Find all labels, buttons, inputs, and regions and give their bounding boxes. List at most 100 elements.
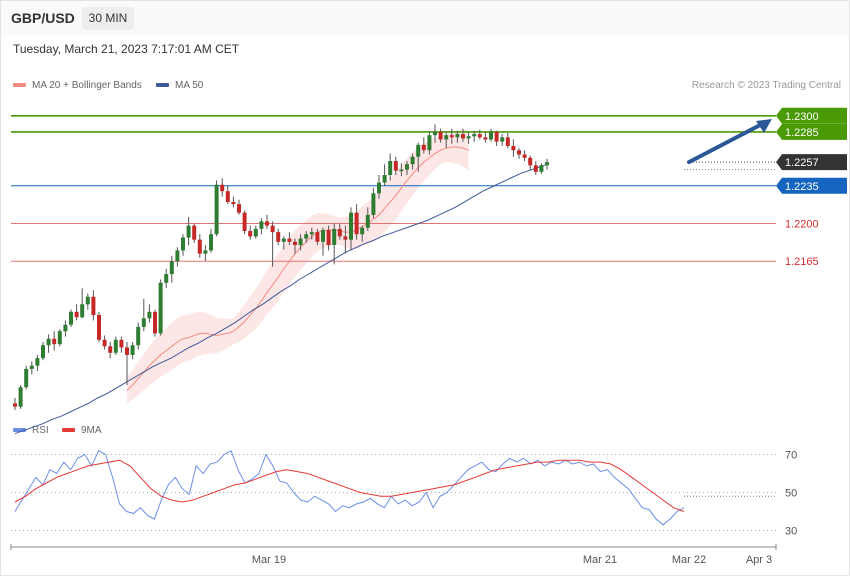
candle-bull xyxy=(141,318,146,327)
candle-bear xyxy=(354,212,359,235)
candle-bear xyxy=(337,228,342,237)
candle-bull xyxy=(29,365,34,369)
candle-bear xyxy=(326,229,331,246)
candle-bear xyxy=(270,225,275,233)
candle-bear xyxy=(315,232,320,242)
candle-bear xyxy=(231,201,236,205)
candle-bear xyxy=(220,184,225,192)
candle-bear xyxy=(533,165,538,172)
candle-bear xyxy=(242,212,247,232)
candle-bear xyxy=(511,145,516,151)
candle-bull xyxy=(85,296,90,305)
candle-bear xyxy=(225,191,230,202)
candle-bear xyxy=(91,296,96,316)
candle-bull xyxy=(209,234,213,251)
candle-bear xyxy=(13,403,17,407)
candle-bull xyxy=(169,261,174,275)
copyright-label: Research © 2023 Trading Central xyxy=(691,80,841,91)
candle-bull xyxy=(80,304,85,318)
candle-bull xyxy=(382,175,387,183)
candle-bull xyxy=(298,238,303,246)
support-level-label: 1.2165 xyxy=(785,256,819,268)
candle-bull xyxy=(365,214,370,228)
resistance-tag xyxy=(776,107,847,124)
candle-bear xyxy=(517,150,521,155)
legend-ma20: MA 20 + Bollinger Bands xyxy=(13,80,142,91)
support-level-label: 1.2200 xyxy=(785,218,819,230)
candle-bull xyxy=(466,136,471,139)
candle-bull xyxy=(427,135,432,151)
candle-bull xyxy=(41,345,45,359)
candle-bear xyxy=(197,239,202,254)
timeframe-button[interactable]: 30 MIN xyxy=(82,7,134,30)
candle-bull xyxy=(433,131,437,136)
candle-bull xyxy=(405,164,409,170)
candle-bull xyxy=(349,212,353,240)
candle-bear xyxy=(52,338,57,345)
candle-bear xyxy=(505,137,510,146)
candle-bear xyxy=(102,339,107,347)
candle-bear xyxy=(265,221,269,226)
x-tick-label: Mar 22 xyxy=(672,554,706,566)
symbol-title: GBP/USD xyxy=(11,10,75,26)
ma20-line xyxy=(126,146,469,391)
candle-bear xyxy=(343,236,348,240)
legend-ma50-label: MA 50 xyxy=(175,80,204,91)
candle-bull xyxy=(360,227,365,235)
candle-bull xyxy=(63,324,68,332)
ma9-swatch xyxy=(62,428,75,433)
candle-bull xyxy=(164,274,169,283)
candle-bull xyxy=(545,162,549,166)
candle-bull xyxy=(113,339,118,353)
candle-bull xyxy=(472,134,477,137)
legend-9ma-label: 9MA xyxy=(81,425,102,436)
candle-bull xyxy=(175,250,180,262)
candle-bull xyxy=(158,282,163,334)
rsi-swatch xyxy=(13,428,26,433)
candle-bear xyxy=(108,346,113,353)
candle-bear xyxy=(393,161,398,171)
candle-bull xyxy=(57,331,62,345)
legend-ma50: MA 50 xyxy=(156,80,203,91)
candle-bear xyxy=(248,231,253,237)
pivot-tag xyxy=(776,177,847,194)
candle-bull xyxy=(24,368,29,388)
candle-bull xyxy=(444,135,449,140)
candle-bear xyxy=(293,241,297,246)
candle-bear xyxy=(153,311,157,334)
candle-bull xyxy=(181,237,185,251)
candle-bull xyxy=(309,232,314,235)
candle-bear xyxy=(287,238,292,242)
x-tick-label: Apr 3 xyxy=(746,554,772,566)
candle-bull xyxy=(321,229,325,242)
ma50-line xyxy=(14,163,548,435)
forecast-arrow-head xyxy=(756,119,772,134)
legend-rsi: RSI xyxy=(13,425,49,436)
candle-bull xyxy=(46,338,51,346)
candle-bull xyxy=(500,137,505,142)
candle-bull xyxy=(186,225,191,238)
candle-bear xyxy=(237,204,241,213)
candle-bear xyxy=(449,135,454,138)
candle-bull xyxy=(18,387,23,407)
candle-bear xyxy=(192,225,197,240)
candle-bull xyxy=(416,144,421,157)
candle-bull xyxy=(214,184,219,235)
candle-bull xyxy=(69,311,73,325)
candle-bull xyxy=(455,134,460,138)
candle-bull xyxy=(410,156,415,165)
datetime-label: Tuesday, March 21, 2023 7:17:01 AM CET xyxy=(13,42,240,56)
legend-rsi-label: RSI xyxy=(32,425,49,436)
candle-bull xyxy=(489,131,493,140)
candle-bull xyxy=(35,358,40,366)
candle-bull xyxy=(332,228,337,246)
x-tick-label: Mar 21 xyxy=(583,554,617,566)
ma20-swatch xyxy=(13,83,26,88)
legend-ma20-label: MA 20 + Bollinger Bands xyxy=(32,80,142,91)
candle-bull xyxy=(136,326,141,346)
candle-bear xyxy=(74,311,79,318)
ma50-swatch xyxy=(156,83,169,88)
candle-bull xyxy=(539,165,544,172)
pivot-level-label: 1.2235 xyxy=(785,181,819,193)
candle-bear xyxy=(461,134,465,139)
